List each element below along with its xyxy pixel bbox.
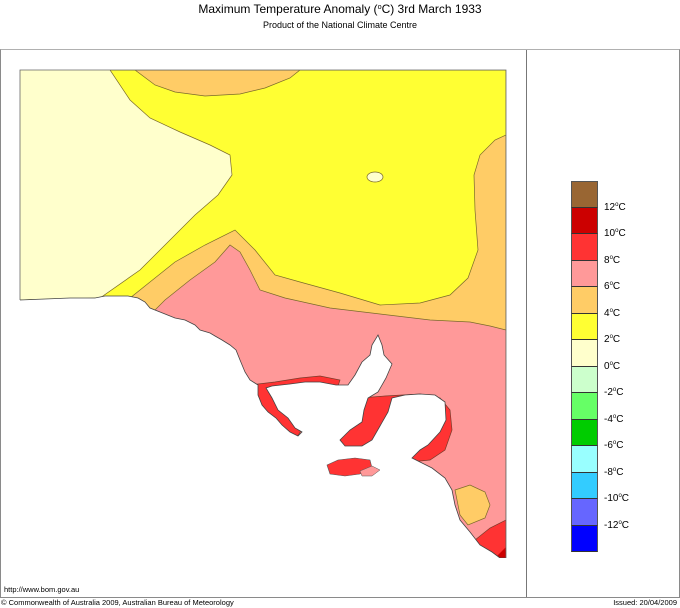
legend-label: -8oC <box>604 466 624 478</box>
legend-label: 4oC <box>604 307 621 319</box>
legend-label: 10oC <box>604 228 626 239</box>
legend-swatch-6-8 <box>571 260 598 287</box>
legend-swatch-10-12 <box>571 207 598 234</box>
legend-label: -2oC <box>604 387 624 398</box>
legend-swatch-lt-m12 <box>571 525 598 552</box>
legend-swatch-m8-m6 <box>571 446 598 473</box>
legend-swatch-m4-m2 <box>571 393 598 420</box>
legend-swatch-m10-m8 <box>571 472 598 499</box>
legend-label: 12oC <box>604 201 626 213</box>
legend-label: 6oC <box>604 281 621 292</box>
legend-divider <box>526 50 527 597</box>
legend-swatch-m2-0 <box>571 366 598 393</box>
legend-swatch-4-6 <box>571 287 598 314</box>
legend-swatch-m12-m10 <box>571 499 598 526</box>
legend-label: 2oC <box>604 334 621 345</box>
legend-label: 0oC <box>604 360 621 372</box>
legend-swatch-gt12 <box>571 181 598 208</box>
legend-swatch-0-2 <box>571 340 598 367</box>
legend-label: -10oC <box>604 493 630 504</box>
legend-label: 8oC <box>604 254 621 266</box>
legend-label: -6oC <box>604 440 624 451</box>
legend-label: -4oC <box>604 413 624 425</box>
map-title: Maximum Temperature Anomaly (oC) 3rd Mar… <box>198 2 482 16</box>
legend-swatch-m6-m4 <box>571 419 598 446</box>
legend-swatch-2-4 <box>571 313 598 340</box>
copyright-notice: © Commonwealth of Australia 2009, Austra… <box>1 598 234 607</box>
map-subtitle: Product of the National Climate Centre <box>262 20 418 30</box>
issued-date: Issued: 20/04/2009 <box>613 598 677 607</box>
bom-url: http://www.bom.gov.au <box>4 585 80 594</box>
legend-swatch-8-10 <box>571 234 598 261</box>
legend-label: -12oC <box>604 519 630 531</box>
color-legend <box>571 181 598 552</box>
